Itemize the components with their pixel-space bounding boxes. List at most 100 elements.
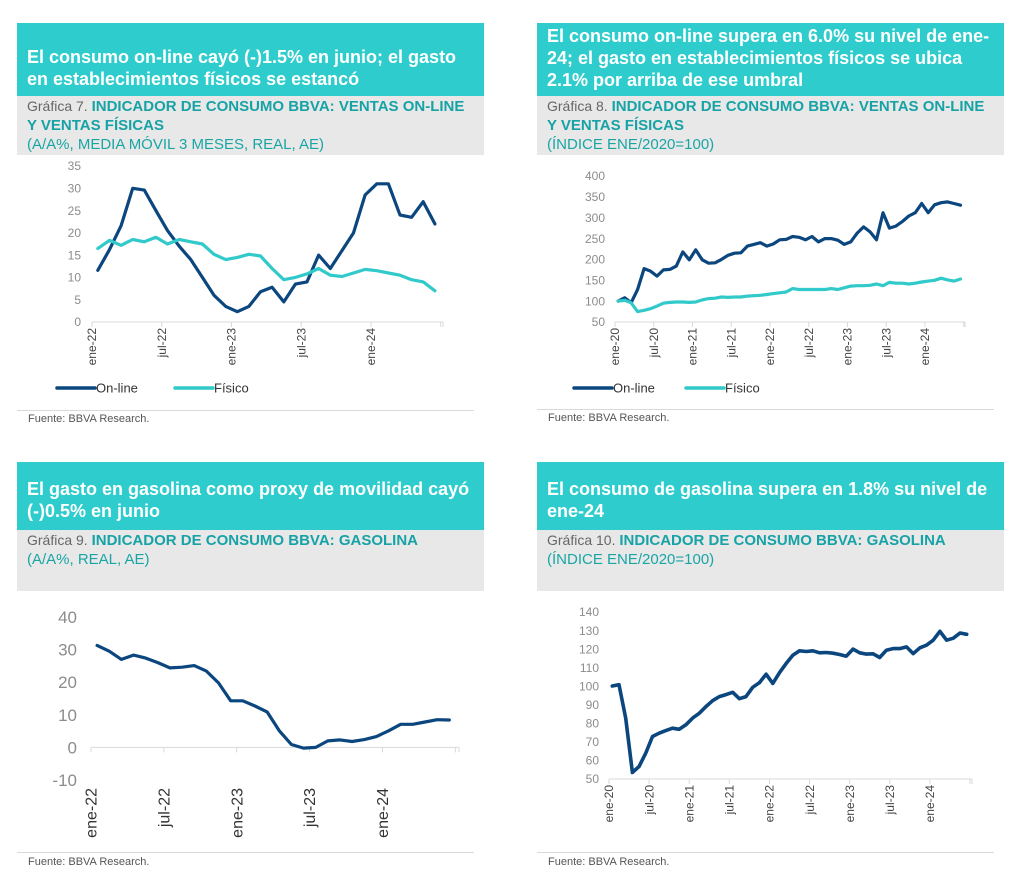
y-tick-label: 0 [74,315,81,329]
headline: El consumo de gasolina supera en 1.8% su… [537,462,1004,530]
y-tick-label: -10 [52,771,77,790]
y-tick-label: 15 [68,248,82,262]
source-note: Fuente: BBVA Research. [548,856,670,868]
chart-8-svg: 50 100 150 200 250 300 350 400 ene-20 jul-20 ene-2… [572,169,966,396]
x-tick-label: ene-23 [225,328,239,366]
x-tick-label: ene-24 [364,328,378,366]
chart-8: 50 100 150 200 250 300 350 400 ene-20 jul-20 ene-2… [537,161,1004,416]
chart-9-svg: -10 0 10 20 30 40 ene-22 jul-22 ene-23 jul-23 ene-… [52,608,460,838]
series-line-gasolina [610,629,969,775]
x-tick-label: jul-22 [155,328,169,359]
legend-label: On-line [613,381,655,396]
headline-text: El consumo on-line supera en 6.0% su niv… [547,26,990,90]
series-line-f-sico [616,276,963,314]
y-tick-label: 5 [74,293,81,307]
x-tick-label: ene-23 [843,785,857,823]
chart-10-svg: 50 60 70 80 90 100 110 120 130 140 ene-20 jul-20 ene… [579,605,973,823]
x-tick-label: jul-22 [802,328,816,359]
x-tick-label: ene-22 [85,328,99,366]
x-tick-label: ene-21 [682,785,696,823]
chart-7-svg: 0 5 10 15 20 25 30 35 ene-22 jul-22 ene-23 jul-23 en… [55,161,444,396]
y-tick-label: 20 [68,226,82,240]
chart-9: -10 0 10 20 30 40 ene-22 jul-22 ene-23 jul-23 ene-… [17,597,484,847]
y-tick-label: 100 [585,294,605,308]
chart-caption: Gráfica 7. INDICADOR DE CONSUMO BBVA: VE… [17,96,484,155]
source-note: Fuente: BBVA Research. [28,413,150,425]
x-tick-label: jul-21 [724,328,738,359]
divider [537,409,994,410]
x-tick-label: ene-23 [229,788,246,838]
source-note: Fuente: BBVA Research. [548,412,670,424]
y-tick-label: 80 [586,717,600,731]
chart-title: INDICADOR DE CONSUMO BBVA: VENTAS ON-LIN… [27,98,465,134]
chart-number: Gráfica 10. [547,532,620,548]
series-line-on-line [96,182,437,314]
y-tick-label: 120 [579,642,599,656]
x-tick-label: ene-22 [84,788,101,838]
y-tick-label: 100 [579,679,599,693]
x-tick-label: ene-22 [763,328,777,366]
chart-caption: Gráfica 10. INDICADOR DE CONSUMO BBVA: G… [537,530,1004,591]
y-tick-label: 30 [68,181,82,195]
series-line-on-line [616,200,963,305]
x-tick-label: ene-22 [763,785,777,823]
x-tick-label: jul-23 [879,328,893,359]
x-tick-label: jul-21 [723,785,737,816]
chart-caption: Gráfica 9. INDICADOR DE CONSUMO BBVA: GA… [17,530,484,591]
legend-label: Físico [725,381,760,396]
y-tick-label: 25 [68,204,82,218]
panel-grafica-9: El gasto en gasolina como proxy de movil… [17,462,484,868]
x-tick-label: jul-20 [642,785,656,816]
chart-units: (A/A%, REAL, AE) [27,551,150,568]
chart-title: INDICADOR DE CONSUMO BBVA: GASOLINA [91,532,418,549]
y-tick-label: 35 [68,161,82,173]
chart-units: (A/A%, MEDIA MÓVIL 3 MESES, REAL, AE) [27,136,325,153]
y-tick-label: 250 [585,232,605,246]
series-line-gasolina [95,643,451,750]
y-tick-label: 40 [58,608,77,627]
divider [537,852,994,853]
y-tick-label: 130 [579,624,599,638]
y-tick-label: 300 [585,211,605,225]
x-tick-label: ene-24 [918,328,932,366]
divider [17,852,474,853]
chart-number: Gráfica 9. [27,532,92,548]
y-tick-label: 350 [585,190,605,204]
legend-label: On-line [96,381,138,396]
y-tick-label: 10 [58,706,77,725]
y-tick-label: 90 [586,698,600,712]
y-tick-label: 60 [586,754,600,768]
y-tick-label: 110 [580,661,599,675]
legend-label: Físico [214,381,249,396]
chart-number: Gráfica 7. [27,98,92,114]
y-tick-label: 30 [58,641,77,660]
x-tick-label: jul-22 [803,785,817,816]
x-tick-label: jul-22 [156,788,173,828]
y-tick-label: 140 [579,605,599,619]
headline: El gasto en gasolina como proxy de movil… [17,462,484,530]
x-tick-label: ene-24 [375,788,392,838]
headline: El consumo on-line cayó (-)1.5% en junio… [17,23,484,96]
x-tick-label: ene-21 [686,328,700,366]
y-tick-label: 50 [586,772,600,786]
chart-7: 0 5 10 15 20 25 30 35 ene-22 jul-22 ene-23 jul-23 en… [17,161,484,416]
headline-text: El consumo on-line cayó (-)1.5% en junio… [27,47,457,89]
y-tick-label: 0 [68,738,77,757]
chart-units: (ÍNDICE ENE/2020=100) [547,551,715,568]
x-tick-label: jul-20 [647,328,661,359]
headline: El consumo on-line supera en 6.0% su niv… [537,23,1004,96]
panel-grafica-7: El consumo on-line cayó (-)1.5% en junio… [17,23,484,425]
y-tick-label: 50 [592,315,606,329]
y-tick-label: 20 [58,673,77,692]
y-tick-label: 70 [586,735,600,749]
panel-grafica-10: El consumo de gasolina supera en 1.8% su… [537,462,1004,868]
x-tick-label: ene-24 [923,785,937,823]
divider [17,410,474,411]
x-tick-label: ene-23 [841,328,855,366]
y-tick-label: 400 [585,169,605,183]
headline-text: El gasto en gasolina como proxy de movil… [27,479,470,521]
y-tick-label: 200 [585,253,605,267]
y-tick-label: 10 [68,271,82,285]
x-tick-label: jul-23 [883,785,897,816]
series-line-f-sico [96,235,437,293]
